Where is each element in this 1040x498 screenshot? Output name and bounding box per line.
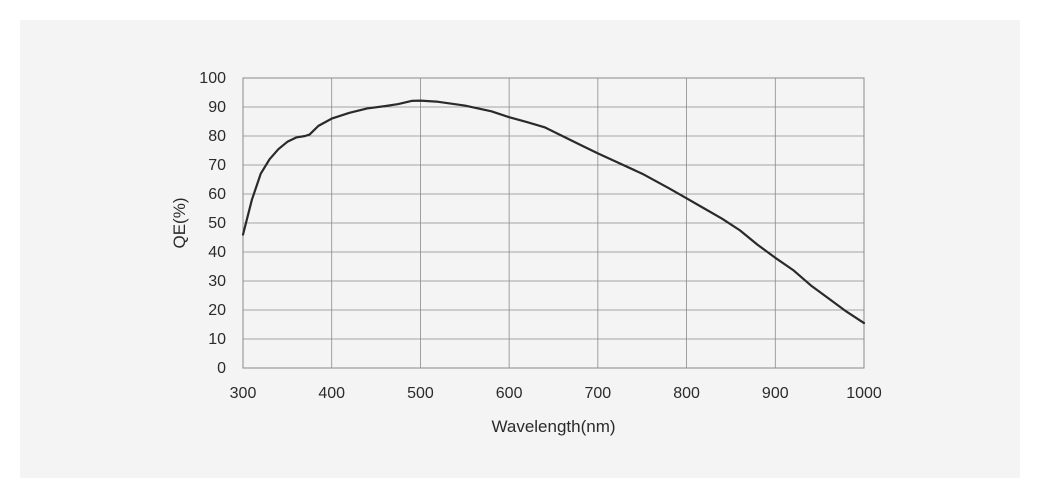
y-tick-label: 0 (217, 360, 226, 377)
y-tick-label: 30 (208, 273, 226, 290)
x-axis-title: Wavelength(nm) (491, 417, 615, 436)
x-tick-label: 500 (407, 385, 434, 402)
x-tick-label: 800 (673, 385, 700, 402)
plot-area-border (242, 77, 865, 369)
y-axis-tick-labels: 0 10 20 30 40 50 60 70 80 90 100 (199, 70, 226, 377)
y-tick-label: 100 (199, 70, 226, 87)
qe-series-line (241, 99, 866, 325)
x-axis-tick-labels: 300 400 500 600 700 800 900 1000 (230, 385, 882, 402)
y-tick-label: 70 (208, 157, 226, 174)
x-tick-label: 700 (585, 385, 612, 402)
x-tick-label: 400 (318, 385, 345, 402)
chart-panel (20, 20, 1020, 478)
x-tick-label: 600 (496, 385, 523, 402)
y-tick-label: 40 (208, 244, 226, 261)
x-tick-label: 300 (230, 385, 257, 402)
y-tick-label: 80 (208, 128, 226, 145)
y-tick-label: 20 (208, 302, 226, 319)
y-tick-label: 90 (208, 99, 226, 116)
y-tick-label: 50 (208, 215, 226, 232)
y-tick-label: 10 (208, 331, 226, 348)
x-tick-label: 1000 (846, 385, 882, 402)
grid-lines (242, 77, 865, 369)
y-tick-label: 60 (208, 186, 226, 203)
y-axis-title: QE(%) (170, 198, 189, 249)
x-tick-label: 900 (762, 385, 789, 402)
